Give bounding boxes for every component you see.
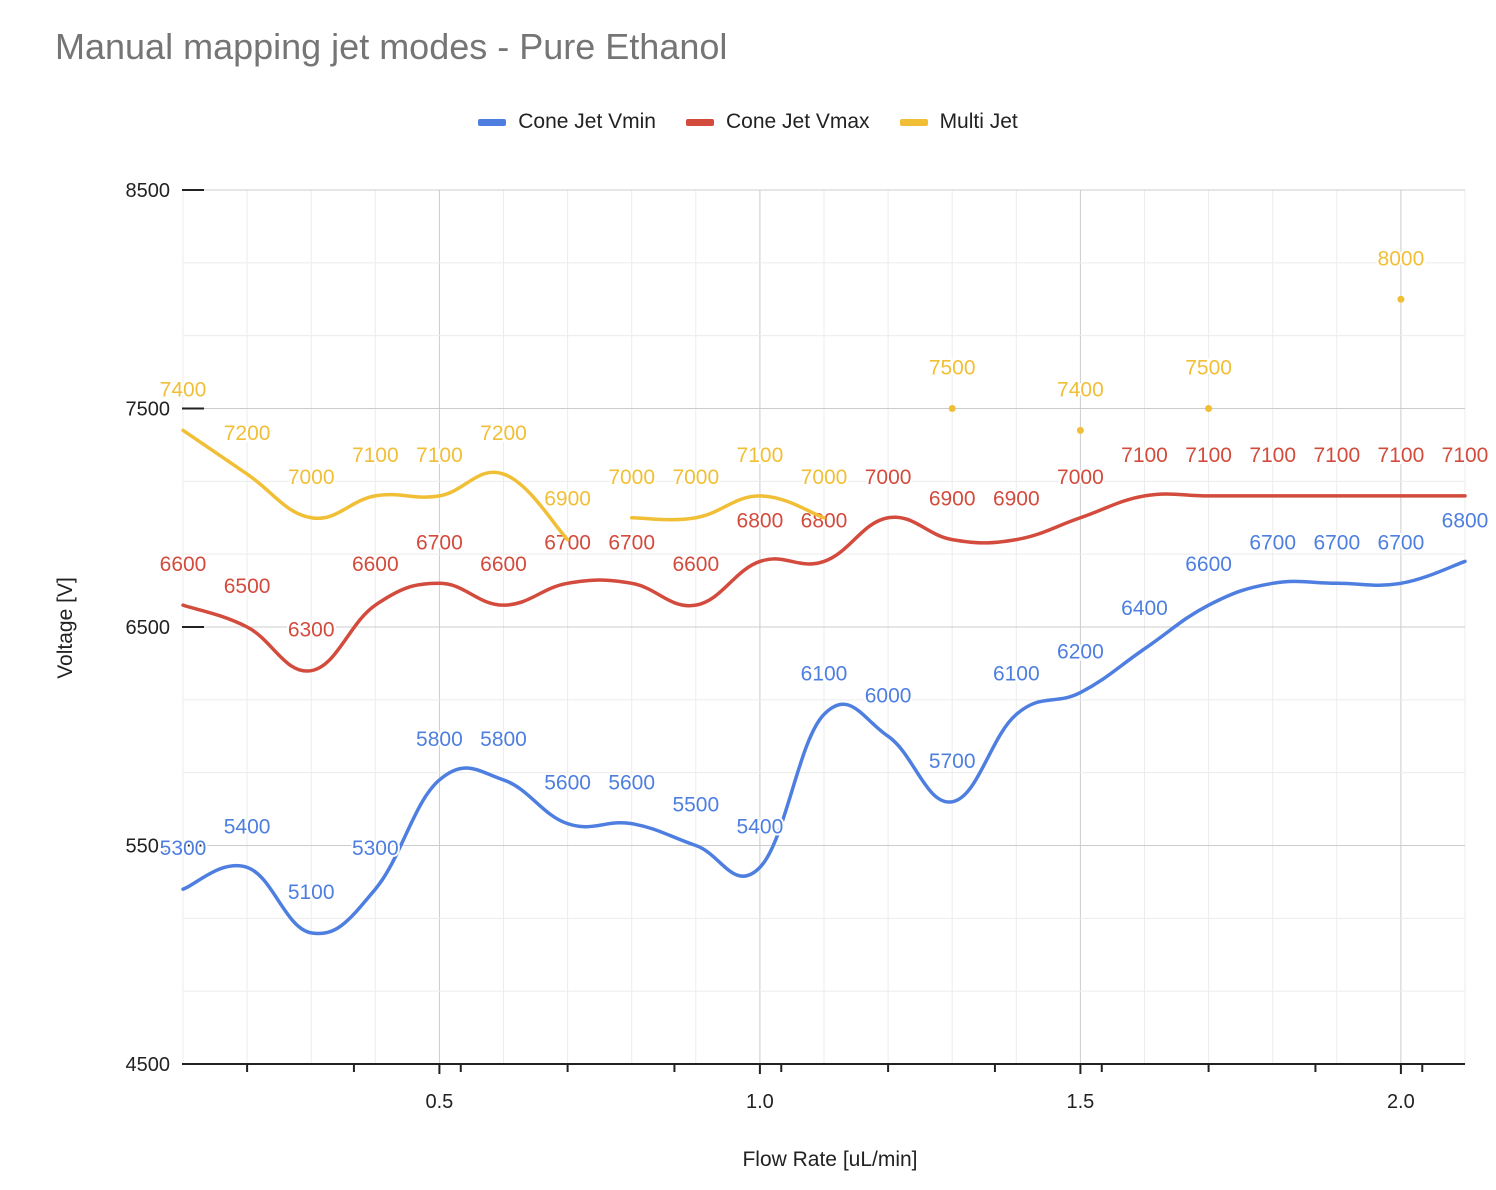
data-label-cone-jet-vmin: 6800 — [1442, 509, 1489, 532]
data-label-cone-jet-vmax: 7100 — [1121, 444, 1168, 467]
data-label-cone-jet-vmax: 6900 — [929, 488, 976, 511]
data-label-cone-jet-vmax: 7000 — [865, 466, 912, 489]
data-label-cone-jet-vmin: 6700 — [1249, 531, 1296, 554]
data-label-cone-jet-vmin: 5300 — [160, 837, 207, 860]
data-label-cone-jet-vmax: 6600 — [160, 553, 207, 576]
data-label-multi-jet: 7500 — [1185, 357, 1232, 380]
data-label-multi-jet: 7400 — [1057, 378, 1104, 401]
data-label-cone-jet-vmax: 6600 — [672, 553, 719, 576]
x-tick-label: 1.0 — [746, 1091, 774, 1113]
data-label-multi-jet: 7100 — [416, 444, 463, 467]
data-label-cone-jet-vmin: 5400 — [224, 815, 271, 838]
data-label-cone-jet-vmin: 5600 — [544, 772, 591, 795]
legend-item-cone-jet-vmax[interactable]: Cone Jet Vmax — [685, 110, 870, 134]
data-label-multi-jet: 7000 — [801, 466, 848, 489]
data-label-cone-jet-vmin: 6100 — [801, 662, 848, 685]
data-label-cone-jet-vmin: 6200 — [1057, 641, 1104, 664]
data-label-cone-jet-vmin: 5600 — [608, 772, 655, 795]
legend-swatch-cone-jet-vmax — [685, 118, 714, 126]
data-label-cone-jet-vmin: 6100 — [993, 662, 1040, 685]
data-label-cone-jet-vmax: 6900 — [993, 488, 1040, 511]
y-axis-title: Voltage [V] — [54, 577, 77, 679]
legend-label-multi-jet: Multi Jet — [939, 110, 1018, 133]
legend-item-multi-jet[interactable]: Multi Jet — [899, 110, 1018, 134]
data-label-multi-jet: 7000 — [288, 466, 335, 489]
data-label-cone-jet-vmax: 6700 — [544, 531, 591, 554]
legend-swatch-multi-jet — [899, 118, 928, 126]
legend: Cone Jet Vmin Cone Jet Vmax Multi Jet — [0, 110, 1496, 134]
data-label-cone-jet-vmax: 6700 — [416, 531, 463, 554]
data-label-multi-jet: 6900 — [544, 488, 591, 511]
data-label-cone-jet-vmin: 5100 — [288, 881, 335, 904]
data-label-multi-jet: 7400 — [160, 378, 207, 401]
data-label-cone-jet-vmax: 6800 — [737, 509, 784, 532]
legend-label-cone-jet-vmax: Cone Jet Vmax — [725, 110, 870, 133]
data-label-cone-jet-vmin: 6700 — [1313, 531, 1360, 554]
legend-label-cone-jet-vmin: Cone Jet Vmin — [518, 110, 656, 133]
data-label-multi-jet: 7000 — [608, 466, 655, 489]
y-tick-label: 4500 — [126, 1054, 171, 1076]
data-label-cone-jet-vmax: 7100 — [1313, 444, 1360, 467]
data-label-cone-jet-vmin: 5500 — [672, 794, 719, 817]
data-label-cone-jet-vmax: 6600 — [480, 553, 527, 576]
x-tick-label: 1.5 — [1066, 1091, 1094, 1113]
data-label-cone-jet-vmax: 7100 — [1442, 444, 1489, 467]
data-label-multi-jet: 8000 — [1378, 247, 1425, 270]
series-line-multi-jet — [629, 494, 826, 522]
x-tick-label: 2.0 — [1387, 1091, 1415, 1113]
data-label-cone-jet-vmin: 5700 — [929, 750, 976, 773]
data-label-cone-jet-vmin: 6700 — [1378, 531, 1425, 554]
series-line-cone-jet-vmax — [181, 492, 1467, 673]
legend-swatch-cone-jet-vmin — [478, 118, 507, 126]
y-tick-label: 8500 — [126, 180, 171, 202]
series-line-cone-jet-vmin — [181, 559, 1467, 936]
data-label-cone-jet-vmax: 7100 — [1378, 444, 1425, 467]
data-label-cone-jet-vmin: 6000 — [865, 684, 912, 707]
data-label-cone-jet-vmax: 6800 — [801, 509, 848, 532]
data-label-cone-jet-vmin: 6600 — [1185, 553, 1232, 576]
data-label-cone-jet-vmax: 7000 — [1057, 466, 1104, 489]
legend-item-cone-jet-vmin[interactable]: Cone Jet Vmin — [478, 110, 656, 134]
data-point-multi-jet — [948, 405, 956, 412]
data-label-multi-jet: 7100 — [737, 444, 784, 467]
y-tick-label: 7500 — [126, 399, 171, 421]
x-tick-label: 0.5 — [425, 1091, 453, 1113]
data-label-cone-jet-vmin: 5300 — [352, 837, 399, 860]
data-label-multi-jet: 7200 — [480, 422, 527, 445]
data-label-cone-jet-vmax: 6300 — [288, 619, 335, 642]
chart-title: Manual mapping jet modes - Pure Ethanol — [55, 26, 728, 67]
data-label-cone-jet-vmin: 6400 — [1121, 597, 1168, 620]
data-label-cone-jet-vmax: 6600 — [352, 553, 399, 576]
y-tick-label: 5500 — [126, 836, 171, 858]
data-label-cone-jet-vmin: 5400 — [737, 815, 784, 838]
data-label-cone-jet-vmax: 6700 — [608, 531, 655, 554]
data-label-cone-jet-vmax: 7100 — [1185, 444, 1232, 467]
data-point-multi-jet — [1076, 426, 1084, 434]
data-label-cone-jet-vmax: 6500 — [224, 575, 271, 598]
data-point-multi-jet — [1397, 295, 1405, 303]
data-label-multi-jet: 7500 — [929, 357, 976, 380]
data-label-cone-jet-vmin: 5800 — [480, 728, 527, 751]
data-label-multi-jet: 7200 — [224, 422, 271, 445]
x-axis-title: Flow Rate [uL/min] — [742, 1148, 918, 1171]
y-tick-label: 6500 — [126, 617, 171, 639]
data-label-cone-jet-vmax: 7100 — [1249, 444, 1296, 467]
data-point-multi-jet — [1205, 405, 1213, 412]
data-label-multi-jet: 7000 — [672, 466, 719, 489]
data-label-multi-jet: 7100 — [352, 444, 399, 467]
series-line-multi-jet — [181, 428, 570, 542]
data-label-cone-jet-vmin: 5800 — [416, 728, 463, 751]
